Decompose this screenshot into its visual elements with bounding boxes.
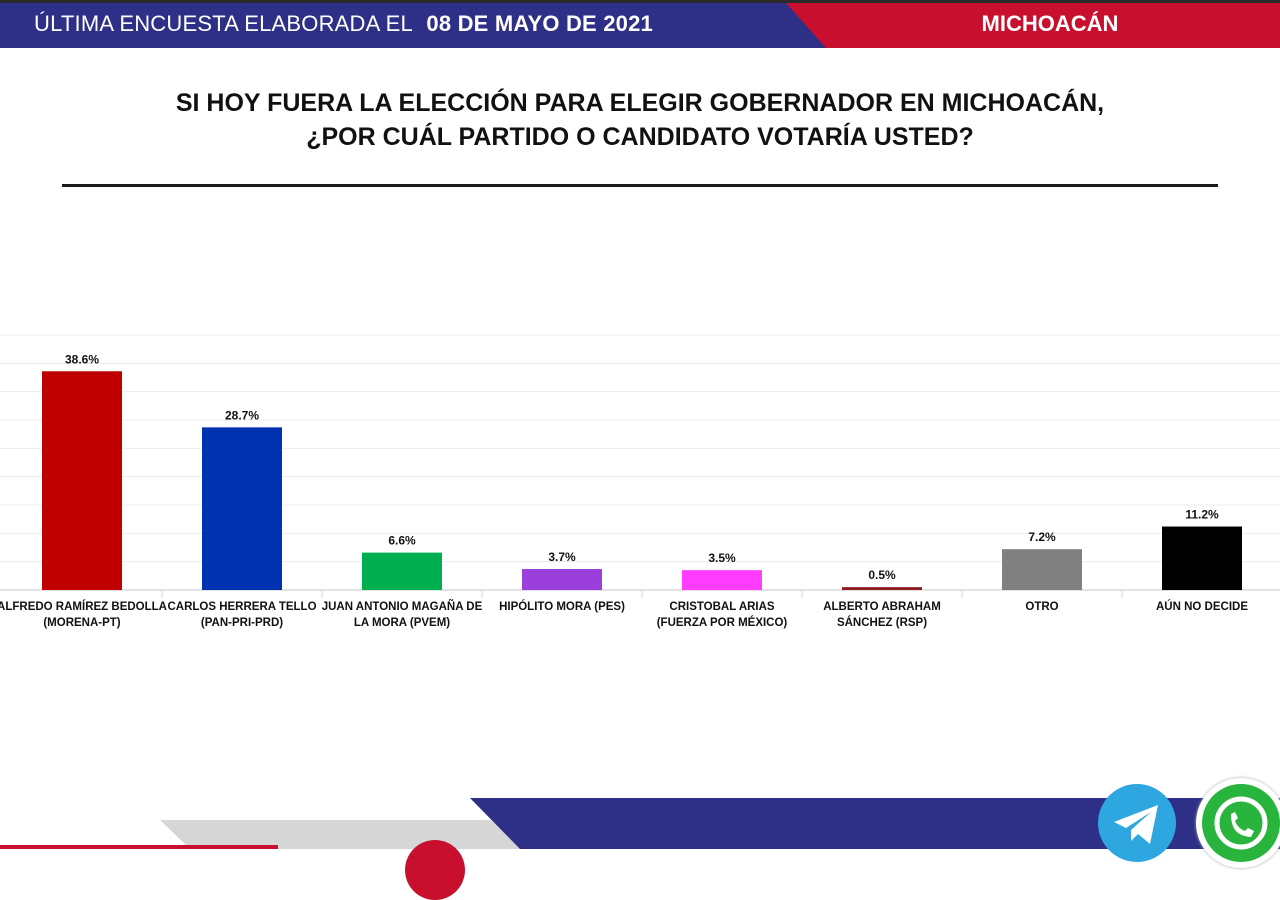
survey-date-label: ÚLTIMA ENCUESTA ELABORADA EL 08 DE MAYO …: [34, 11, 653, 37]
category-label: AÚN NO DECIDE: [1156, 600, 1248, 613]
poll-question: SI HOY FUERA LA ELECCIÓN PARA ELEGIR GOB…: [140, 86, 1140, 154]
bar: [682, 570, 762, 590]
question-line-1: SI HOY FUERA LA ELECCIÓN PARA ELEGIR GOB…: [175, 89, 1105, 117]
whatsapp-icon[interactable]: [1196, 778, 1280, 868]
footer-red-line: [0, 845, 278, 849]
data-label: 28.7%: [225, 408, 259, 422]
bar: [1002, 549, 1082, 590]
data-label: 11.2%: [1185, 508, 1219, 522]
data-label: 38.6%: [65, 352, 99, 366]
whatsapp-badge: [1202, 784, 1280, 862]
footer-logo-circle: [405, 840, 465, 900]
category-label: LA MORA (PVEM): [354, 617, 450, 629]
telegram-glyph: [1114, 805, 1158, 844]
bar: [362, 552, 442, 590]
title-divider: [62, 184, 1218, 187]
category-label: (FUERZA POR MÉXICO): [657, 616, 788, 629]
telegram-icon[interactable]: [1098, 784, 1176, 862]
data-label: 3.7%: [548, 550, 576, 564]
category-label: JUAN ANTONIO MAGAÑA DE: [322, 600, 483, 613]
bar: [522, 569, 602, 590]
data-label: 6.6%: [388, 534, 416, 548]
category-label: CRISTOBAL ARIAS: [669, 601, 775, 613]
category-label: CARLOS HERRERA TELLO: [167, 601, 316, 613]
category-label: ALFREDO RAMÍREZ BEDOLLA: [0, 600, 167, 613]
header-state-banner: [786, 3, 1280, 48]
question-line-2: ¿POR CUÁL PARTIDO O CANDIDATO VOTARÍA US…: [306, 123, 974, 151]
category-label: HIPÓLITO MORA (PES): [499, 600, 625, 613]
bar: [1162, 526, 1242, 590]
category-label: OTRO: [1025, 601, 1058, 613]
bar: [42, 371, 122, 590]
category-label: SÁNCHEZ (RSP): [837, 616, 927, 629]
data-label: 0.5%: [868, 568, 896, 582]
state-name: MICHOACÁN: [981, 11, 1119, 36]
top-stripe: [0, 0, 1280, 3]
category-label: (PAN-PRI-PRD): [201, 617, 283, 629]
data-label: 7.2%: [1028, 530, 1056, 544]
data-label: 3.5%: [708, 551, 736, 565]
category-label: ALBERTO ABRAHAM: [823, 601, 941, 613]
whatsapp-glyph: [1214, 796, 1268, 850]
bar: [202, 427, 282, 590]
bar: [842, 587, 922, 590]
survey-date-prefix: ÚLTIMA ENCUESTA ELABORADA EL: [34, 11, 413, 36]
vote-intention-bar-chart: 38.6% ALFREDO RAMÍREZ BEDOLLA (MORENA-PT) 2…: [0, 334, 1280, 629]
category-label: (MORENA-PT): [43, 617, 120, 629]
survey-date: 08 DE MAYO DE 2021: [426, 11, 653, 36]
header-banner: [0, 3, 830, 48]
footer-grey-band: [160, 820, 540, 849]
